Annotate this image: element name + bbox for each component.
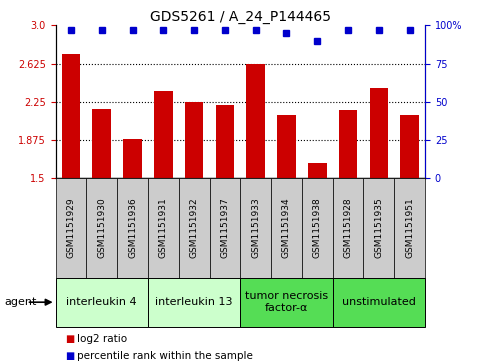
Bar: [240, 178, 271, 278]
Bar: [369, 89, 388, 178]
Text: GSM1151930: GSM1151930: [97, 197, 106, 258]
Text: GSM1151938: GSM1151938: [313, 197, 322, 258]
Bar: [210, 178, 240, 278]
Text: agent: agent: [5, 297, 37, 307]
Text: ■: ■: [65, 334, 74, 344]
Bar: [240, 278, 333, 327]
Text: unstimulated: unstimulated: [342, 297, 416, 307]
Text: GSM1151936: GSM1151936: [128, 197, 137, 258]
Text: interleukin 13: interleukin 13: [156, 297, 233, 307]
Text: GSM1151929: GSM1151929: [67, 197, 75, 258]
Bar: [215, 105, 234, 178]
Bar: [308, 163, 327, 178]
Text: GSM1151951: GSM1151951: [405, 197, 414, 258]
Bar: [302, 178, 333, 278]
Text: GSM1151937: GSM1151937: [220, 197, 229, 258]
Bar: [86, 178, 117, 278]
Text: interleukin 4: interleukin 4: [67, 297, 137, 307]
Text: percentile rank within the sample: percentile rank within the sample: [77, 351, 253, 361]
Bar: [394, 178, 425, 278]
Bar: [400, 115, 419, 178]
Bar: [339, 110, 357, 178]
Text: ■: ■: [65, 351, 74, 361]
Title: GDS5261 / A_24_P144465: GDS5261 / A_24_P144465: [150, 11, 331, 24]
Bar: [246, 64, 265, 178]
Bar: [62, 54, 80, 178]
Text: GSM1151932: GSM1151932: [190, 197, 199, 258]
Bar: [277, 115, 296, 178]
Bar: [92, 109, 111, 178]
Text: GSM1151934: GSM1151934: [282, 197, 291, 258]
Text: tumor necrosis
factor-α: tumor necrosis factor-α: [245, 291, 328, 313]
Bar: [185, 102, 203, 178]
Bar: [179, 178, 210, 278]
Bar: [56, 278, 148, 327]
Text: GSM1151933: GSM1151933: [251, 197, 260, 258]
Text: GSM1151935: GSM1151935: [374, 197, 384, 258]
Bar: [56, 178, 86, 278]
Bar: [364, 178, 394, 278]
Bar: [148, 278, 241, 327]
Text: GSM1151931: GSM1151931: [159, 197, 168, 258]
Text: log2 ratio: log2 ratio: [77, 334, 128, 344]
Bar: [123, 139, 142, 178]
Text: GSM1151928: GSM1151928: [343, 197, 353, 258]
Bar: [148, 178, 179, 278]
Bar: [333, 278, 425, 327]
Bar: [333, 178, 364, 278]
Bar: [271, 178, 302, 278]
Bar: [117, 178, 148, 278]
Bar: [154, 91, 172, 178]
